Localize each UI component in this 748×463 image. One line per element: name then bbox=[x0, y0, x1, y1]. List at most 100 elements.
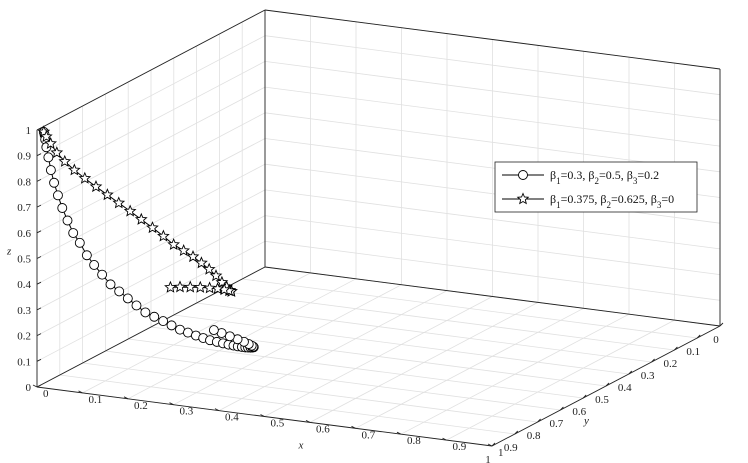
axis-edge bbox=[36, 9, 266, 131]
data-point bbox=[146, 221, 159, 234]
axis-edge bbox=[264, 9, 721, 70]
y-tick-label: 0.1 bbox=[686, 346, 700, 358]
data-point bbox=[158, 316, 169, 327]
data-point bbox=[45, 165, 56, 176]
tick-mark bbox=[719, 322, 724, 327]
z-tick-label: 0.3 bbox=[17, 305, 31, 317]
tick-mark bbox=[78, 390, 83, 394]
data-point bbox=[68, 163, 81, 176]
data-point bbox=[78, 171, 92, 184]
y-tick-label: 0.9 bbox=[504, 442, 518, 454]
data-point bbox=[44, 136, 58, 149]
y-tick-label: 0.3 bbox=[641, 370, 655, 382]
tick-mark bbox=[537, 418, 541, 423]
x-tick-label: 0 bbox=[43, 388, 49, 400]
grid-line bbox=[36, 86, 266, 208]
series-1 bbox=[38, 127, 259, 353]
x-tick-label: 0.6 bbox=[316, 423, 330, 435]
data-point bbox=[97, 269, 108, 280]
data-point bbox=[183, 280, 197, 293]
tick-mark bbox=[560, 406, 564, 411]
tick-mark bbox=[605, 382, 610, 387]
data-point bbox=[134, 212, 148, 225]
z-tick-label: 0.7 bbox=[17, 202, 31, 214]
x-tick-label: 0.4 bbox=[225, 412, 239, 424]
data-point bbox=[57, 203, 68, 213]
x-tick-label: 0.8 bbox=[407, 435, 421, 447]
tick-mark bbox=[696, 334, 701, 339]
data-point bbox=[62, 215, 73, 226]
data-point bbox=[114, 286, 125, 297]
grid-line bbox=[264, 35, 721, 96]
data-point bbox=[68, 228, 79, 238]
data-point bbox=[52, 190, 63, 201]
tick-mark bbox=[169, 402, 174, 406]
tick-mark bbox=[36, 204, 42, 208]
tick-mark bbox=[305, 419, 311, 423]
data-point bbox=[177, 243, 191, 257]
x-tick-label: 0.1 bbox=[89, 394, 103, 406]
grid-line bbox=[400, 313, 630, 435]
tick-mark bbox=[36, 153, 42, 157]
x-tick-label: 0.9 bbox=[453, 441, 467, 453]
data-point bbox=[122, 293, 133, 304]
tick-mark bbox=[491, 442, 496, 447]
tick-mark bbox=[651, 358, 655, 363]
data-point bbox=[105, 279, 116, 290]
tick-mark bbox=[36, 333, 42, 337]
tick-mark bbox=[32, 384, 38, 388]
data-point bbox=[112, 196, 126, 209]
z-tick-label: 0.5 bbox=[17, 254, 31, 266]
data-point bbox=[58, 154, 72, 167]
tick-mark bbox=[36, 307, 42, 311]
tick-mark bbox=[36, 178, 42, 182]
grid-line bbox=[82, 362, 538, 423]
y-tick-label: 0.2 bbox=[664, 358, 678, 370]
data-point bbox=[166, 320, 177, 331]
data-point bbox=[49, 177, 60, 188]
grid-line bbox=[105, 350, 561, 411]
z-tick-label: 0.9 bbox=[17, 151, 31, 163]
tick-mark bbox=[351, 425, 356, 429]
x-axis-label: x bbox=[298, 440, 304, 452]
z-tick-label: 0.8 bbox=[17, 176, 31, 188]
z-tick-label: 0.6 bbox=[17, 228, 31, 240]
legend-marker bbox=[518, 170, 528, 180]
z-tick-label: 1 bbox=[26, 125, 32, 137]
x-tick-label: 0.7 bbox=[362, 429, 376, 441]
tick-mark bbox=[36, 127, 42, 131]
grid-line bbox=[446, 319, 675, 441]
legend: β1=0.3, β2=0.5, β3=0.2 β1=0.375, β2=0.625… bbox=[494, 161, 698, 213]
grid-layer bbox=[36, 9, 721, 447]
grid-line bbox=[264, 61, 721, 121]
legend-label: β1=0.375, β2=0.625, β3=0 bbox=[550, 192, 674, 210]
tick-mark bbox=[36, 358, 42, 362]
data-point bbox=[101, 188, 114, 201]
data-point bbox=[74, 237, 85, 248]
legend-box bbox=[494, 161, 698, 213]
tick-mark bbox=[36, 281, 42, 285]
grid-line bbox=[36, 61, 266, 182]
y-tick-label: 0.8 bbox=[527, 430, 541, 442]
y-tick-label: 0.6 bbox=[572, 406, 586, 418]
y-tick-label: 1 bbox=[485, 454, 491, 463]
tick-mark bbox=[628, 370, 633, 375]
y-tick-label: 0.7 bbox=[550, 418, 564, 430]
y-tick-label: 0 bbox=[713, 334, 719, 346]
data-point bbox=[164, 280, 177, 293]
z-tick-label: 0 bbox=[26, 382, 32, 394]
x-tick-label: 0.2 bbox=[134, 400, 148, 412]
tick-labels: 0 0.1 0.2 0.3 0.4 0.5 0.6 0.7 0.8 0.9 1 0 0.1 0.2 0.3 0… bbox=[6, 125, 719, 463]
series-2 bbox=[37, 125, 238, 297]
grid-line bbox=[59, 374, 515, 435]
data-point bbox=[50, 146, 64, 159]
tick-mark bbox=[36, 230, 42, 234]
data-point bbox=[202, 262, 216, 275]
tick-mark bbox=[674, 346, 678, 351]
data-point bbox=[224, 331, 235, 342]
legend-item: β1=0.3, β2=0.5, β3=0.2 bbox=[502, 168, 659, 186]
z-tick-label: 0.1 bbox=[17, 356, 31, 368]
x-tick-label: 0.3 bbox=[180, 406, 194, 418]
grid-line bbox=[355, 307, 584, 429]
data-point bbox=[149, 311, 160, 322]
